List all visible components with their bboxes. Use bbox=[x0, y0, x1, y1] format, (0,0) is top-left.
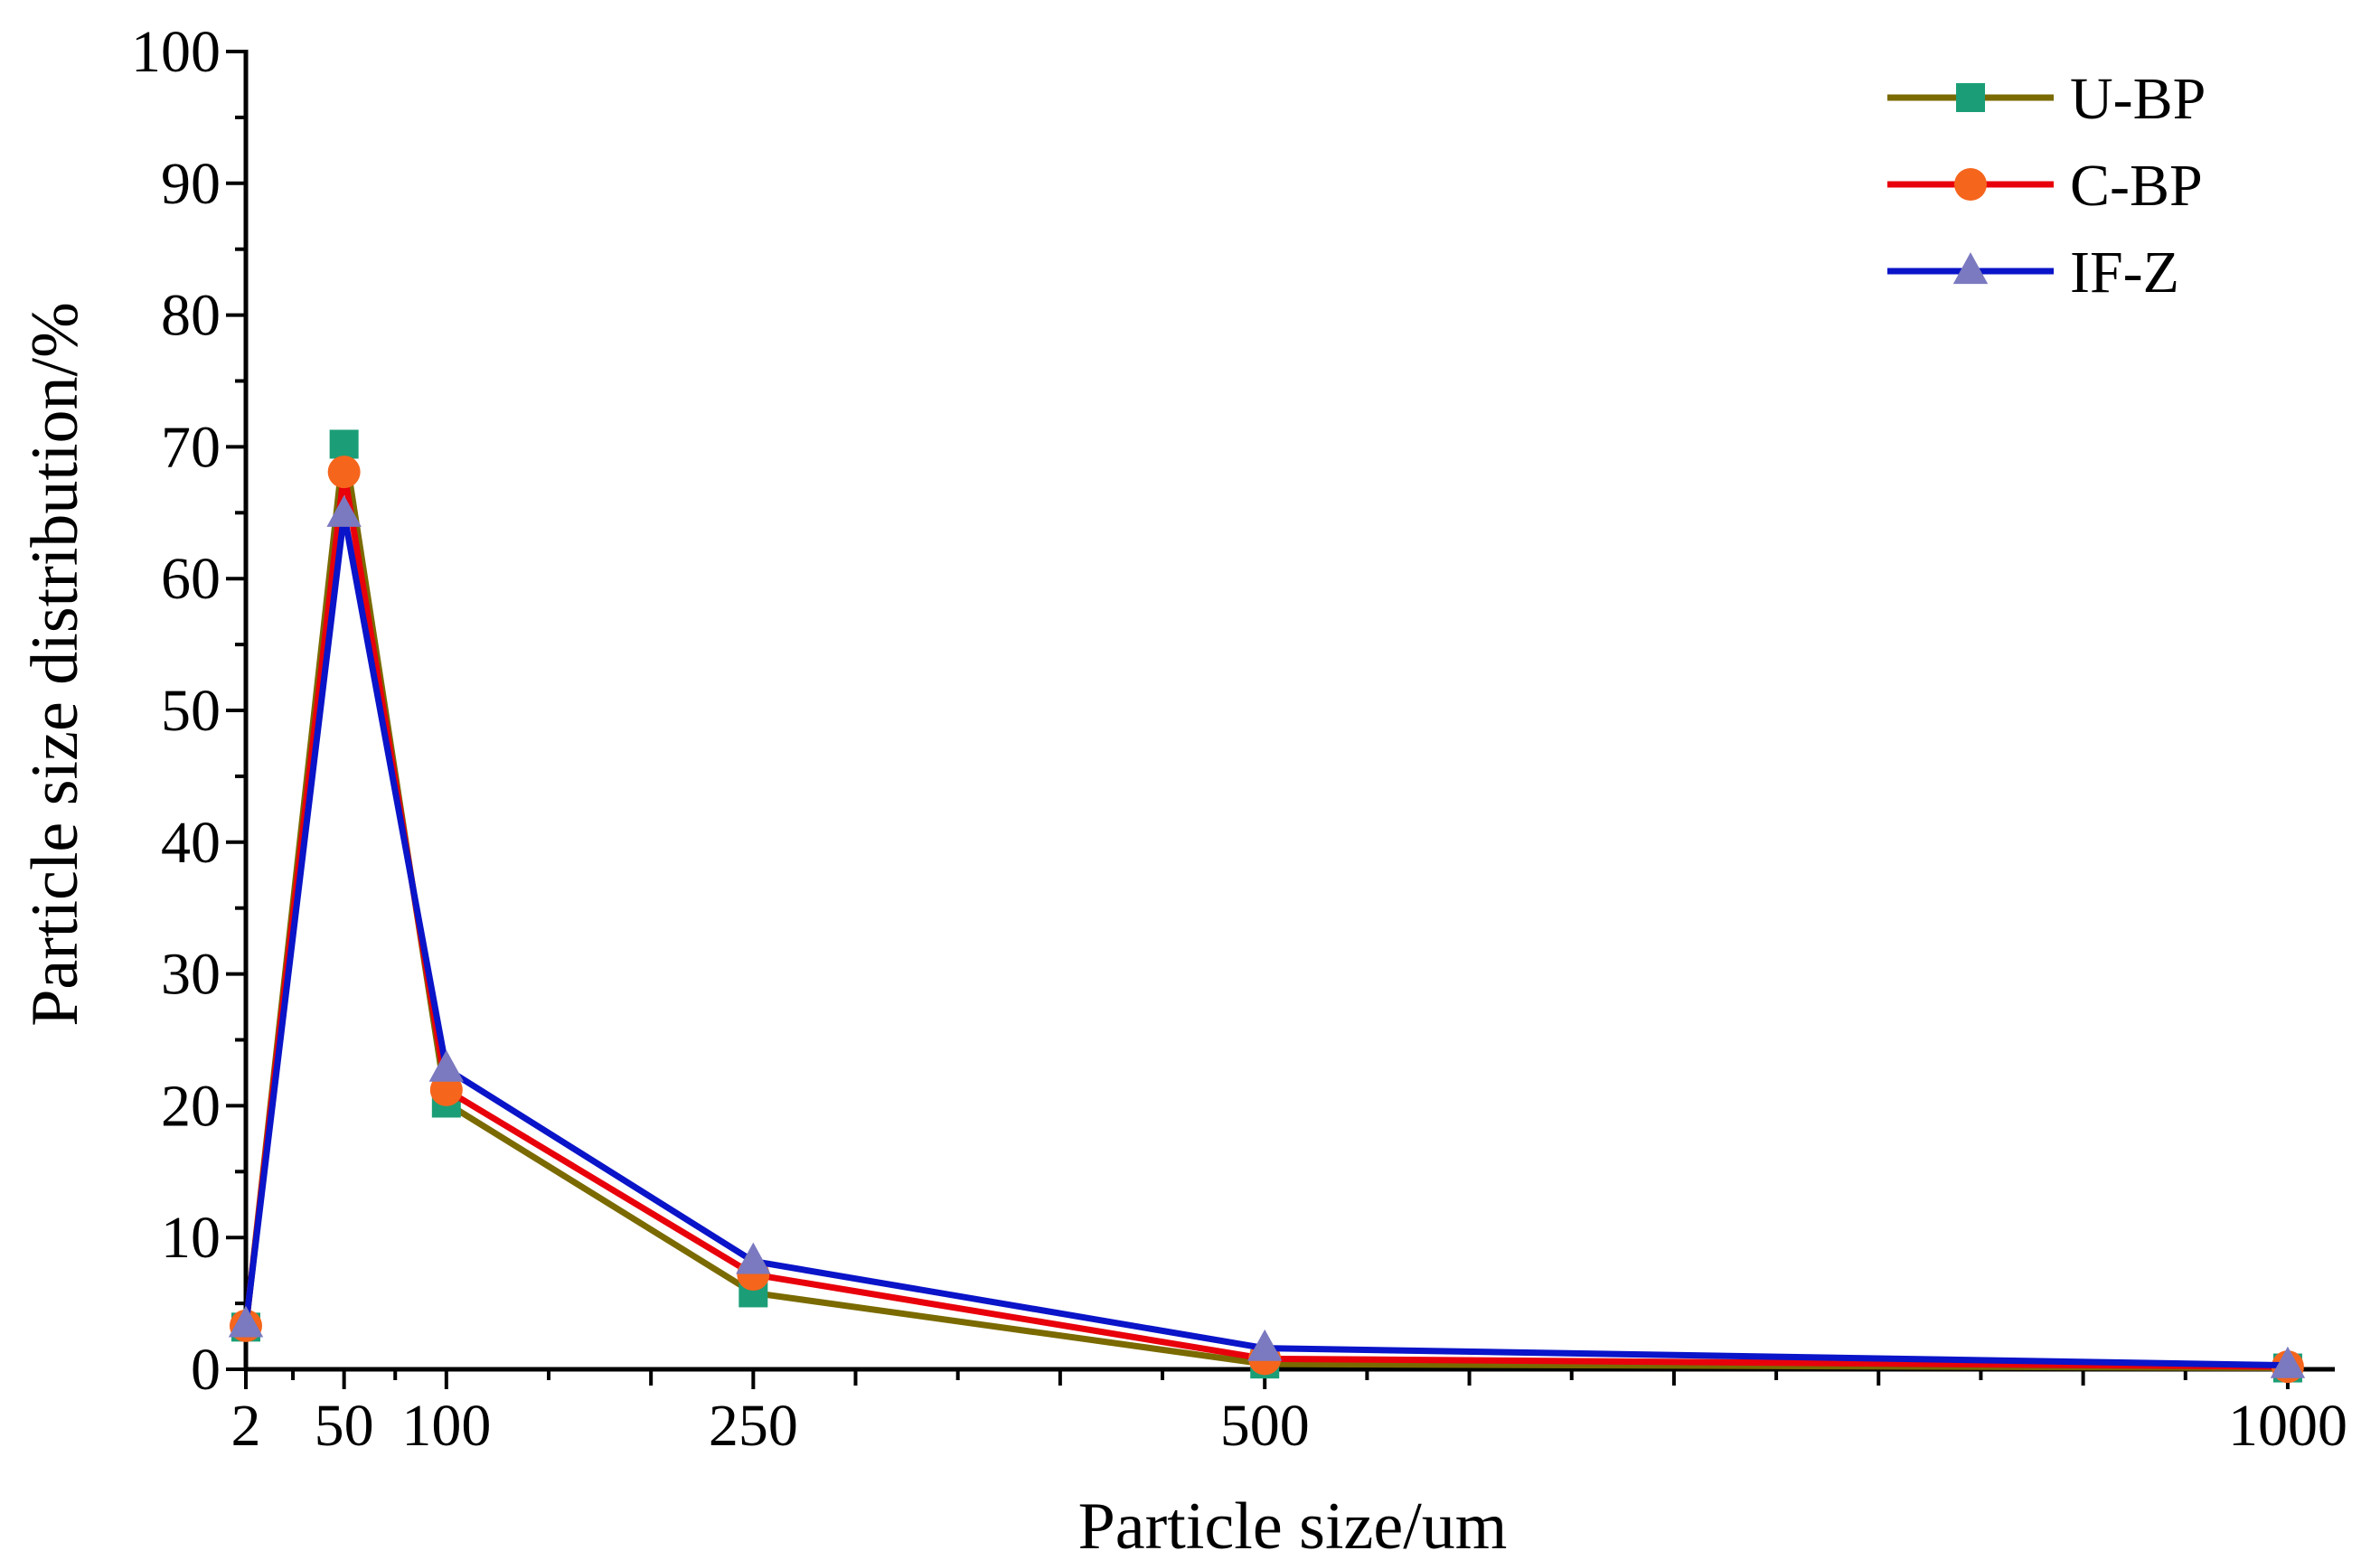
y-tick-label: 50 bbox=[161, 678, 221, 744]
y-tick-label: 80 bbox=[161, 283, 221, 349]
x-tick-label: 500 bbox=[1220, 1393, 1310, 1459]
series-line bbox=[242, 511, 2288, 1369]
data-point bbox=[1954, 168, 1987, 201]
y-tick-label: 30 bbox=[161, 942, 221, 1008]
x-tick-label: 100 bbox=[401, 1393, 491, 1459]
y-axis-title: Particle size distribution/% bbox=[18, 302, 92, 1027]
series-line bbox=[242, 468, 2288, 1370]
data-point bbox=[228, 1305, 264, 1338]
legend-item-u-bp: U-BP bbox=[1887, 66, 2206, 132]
legend: U-BP C-BP IF-Z bbox=[1887, 66, 2206, 305]
y-tick-label: 40 bbox=[161, 810, 221, 876]
series-u-bp bbox=[231, 429, 2302, 1383]
y-tick-label: 90 bbox=[161, 151, 221, 217]
legend-label: U-BP bbox=[2070, 66, 2206, 132]
x-tick-label: 250 bbox=[709, 1393, 798, 1459]
y-tick-label: 60 bbox=[161, 546, 221, 612]
series-layer bbox=[228, 429, 2306, 1384]
data-point bbox=[327, 456, 361, 489]
data-point bbox=[2270, 1346, 2306, 1378]
data-point bbox=[326, 494, 362, 527]
legend-label: IF-Z bbox=[2070, 240, 2179, 305]
data-point bbox=[1956, 83, 1985, 112]
data-point bbox=[429, 1073, 463, 1106]
y-tick-label: 70 bbox=[161, 414, 221, 480]
x-axis-title: Particle size/um bbox=[1078, 1490, 1508, 1560]
y-tick-label: 20 bbox=[161, 1073, 221, 1139]
series-line bbox=[242, 440, 2288, 1372]
data-point bbox=[736, 1242, 771, 1274]
legend-label: C-BP bbox=[2070, 153, 2203, 219]
y-tick-label: 0 bbox=[191, 1337, 221, 1403]
y-tick-label: 100 bbox=[131, 19, 221, 85]
x-tick-label: 2 bbox=[231, 1393, 261, 1459]
data-point bbox=[428, 1049, 465, 1082]
legend-item-if-z: IF-Z bbox=[1887, 240, 2179, 305]
x-tick-label: 1000 bbox=[2228, 1393, 2347, 1459]
y-tick-label: 10 bbox=[161, 1205, 221, 1271]
data-point bbox=[329, 429, 359, 459]
series-c-bp bbox=[230, 456, 2304, 1384]
data-point bbox=[1247, 1329, 1283, 1361]
x-tick-label: 50 bbox=[315, 1393, 374, 1459]
data-point bbox=[1952, 252, 1989, 285]
legend-item-c-bp: C-BP bbox=[1887, 153, 2203, 219]
series-if-z bbox=[228, 494, 2306, 1378]
